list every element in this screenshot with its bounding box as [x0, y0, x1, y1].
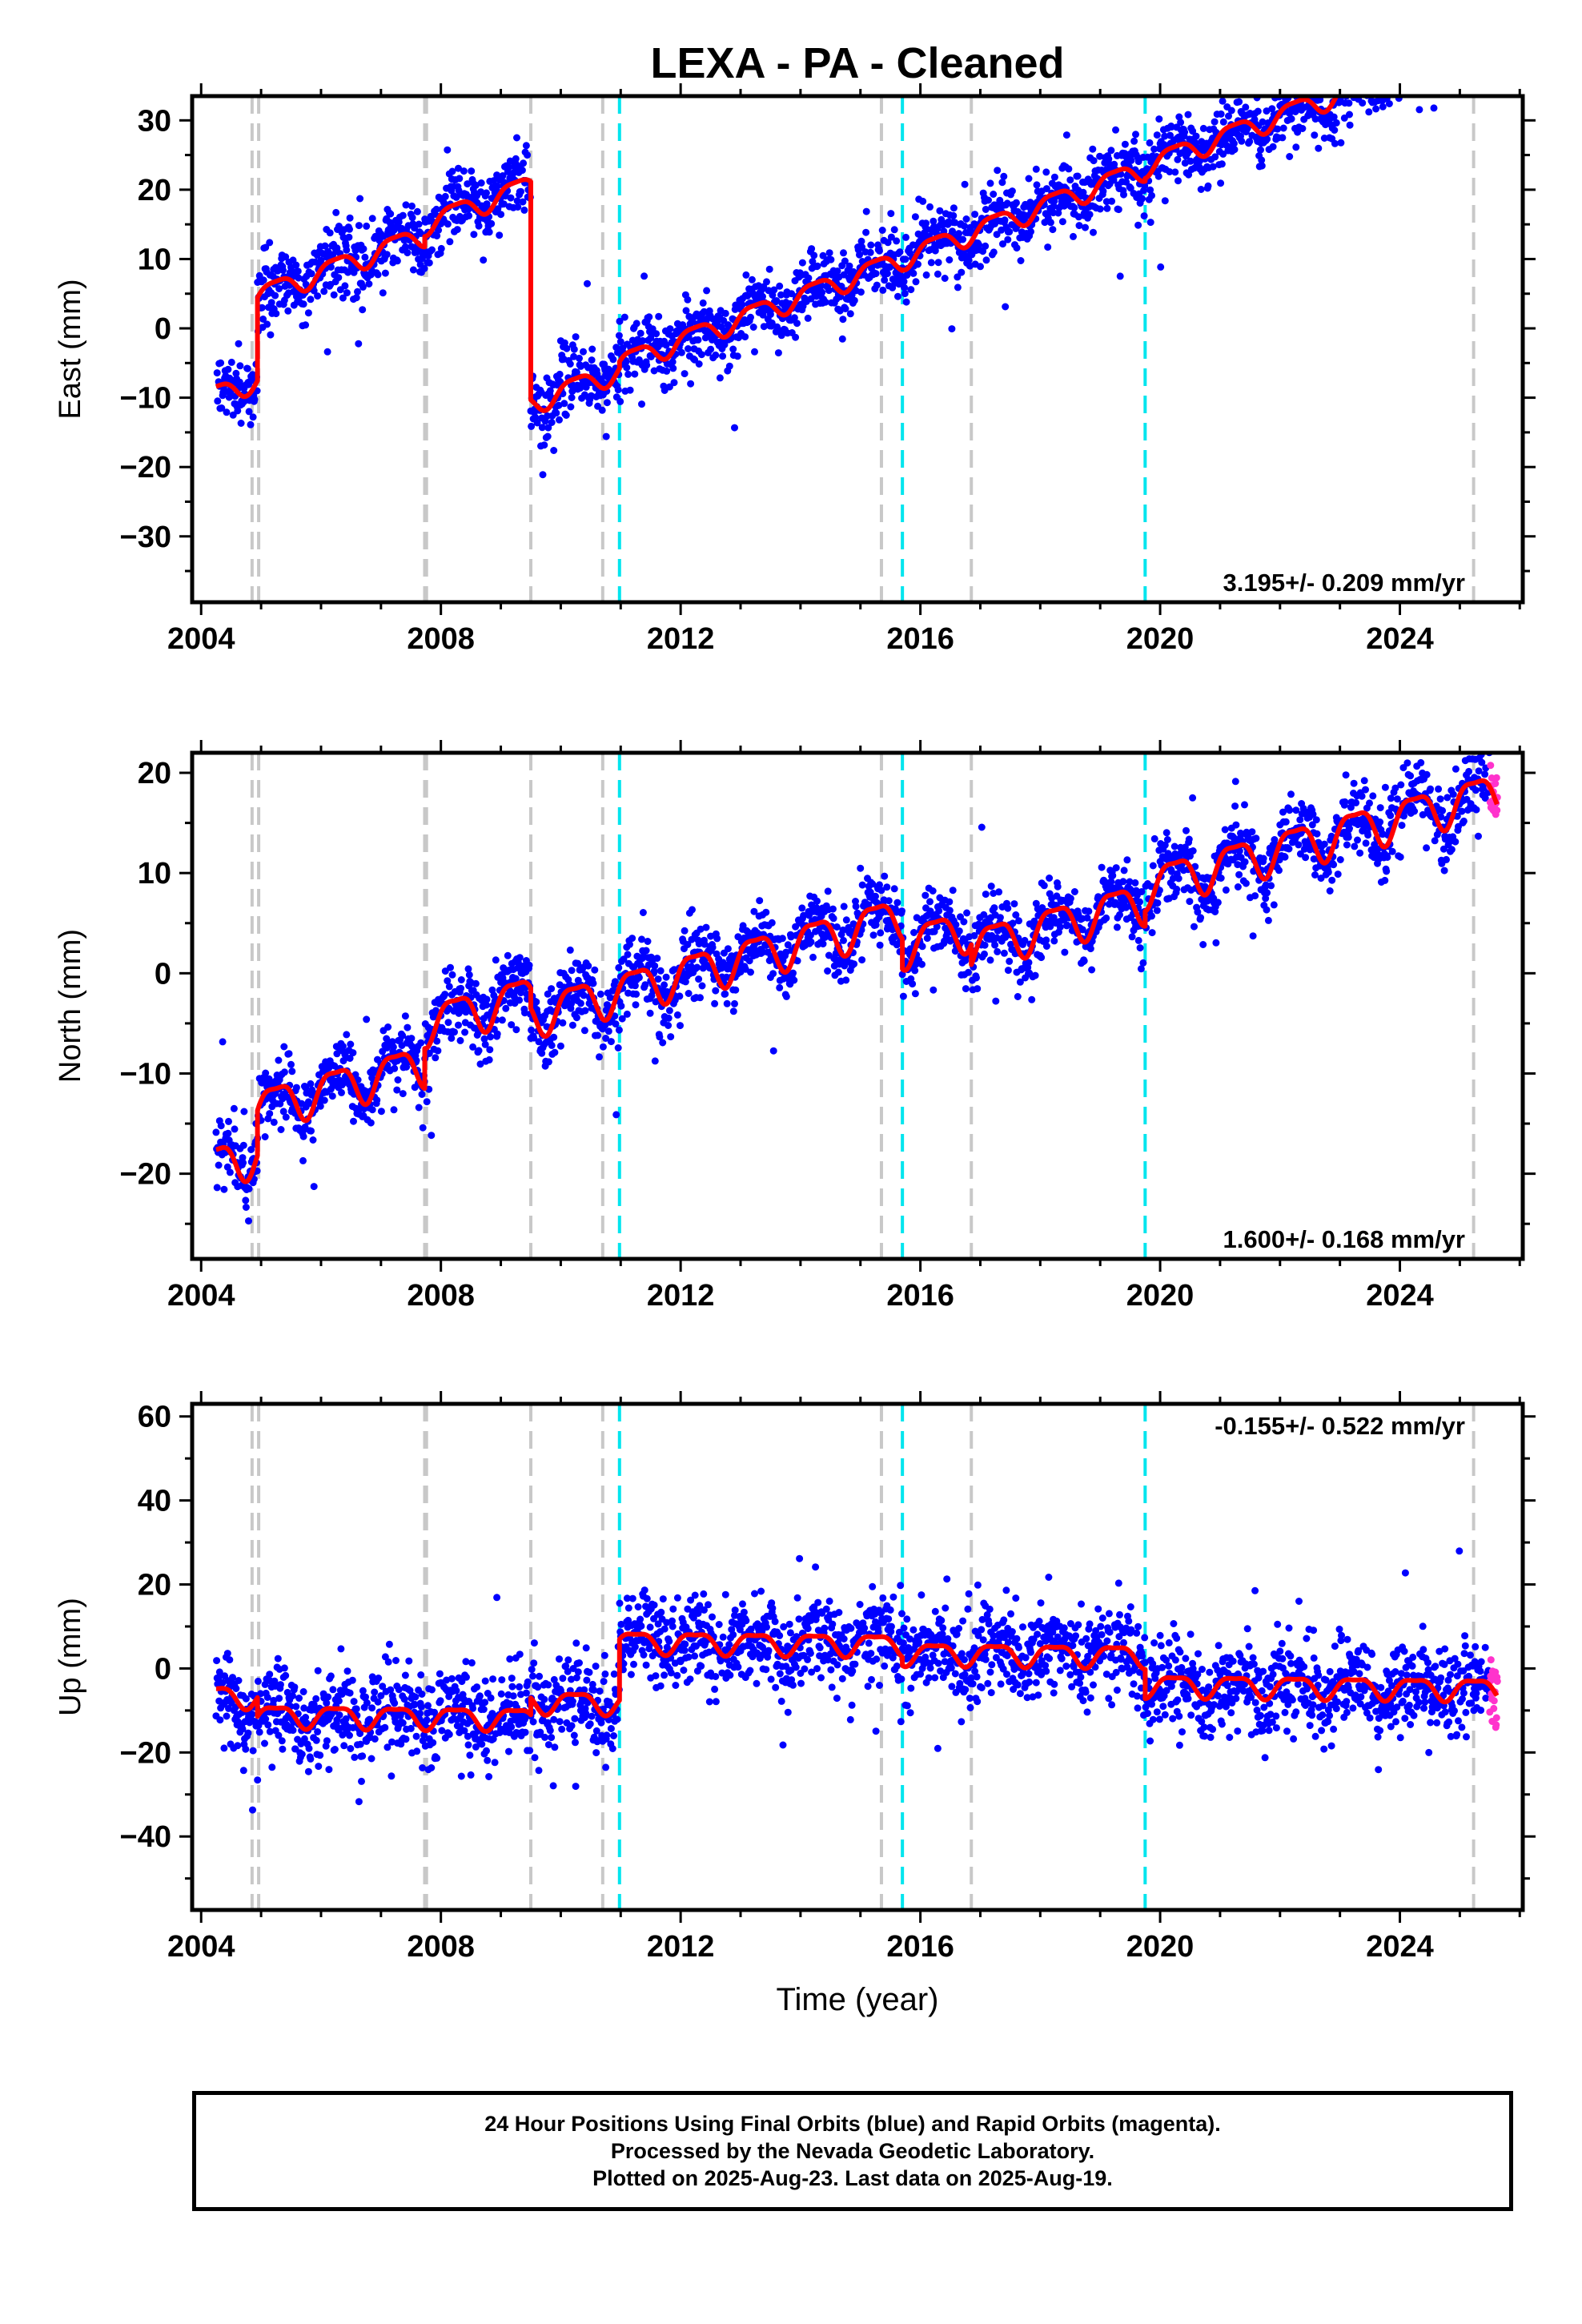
y-tick-label: −20: [120, 451, 171, 485]
y-tick-label: 40: [138, 1485, 171, 1518]
plot-frame: [190, 1401, 1525, 1912]
model-fit-line: [214, 778, 1500, 1184]
y-tick-label: 20: [138, 757, 171, 790]
plot-frame: [190, 94, 1525, 605]
x-tick-label: 2004: [167, 1930, 235, 1964]
final-orbit-points: [213, 96, 1438, 479]
rapid-orbit-points: [1486, 0, 1501, 69]
y-axis-label: Up (mm): [54, 1598, 87, 1716]
plot-area: [212, 753, 1501, 1259]
x-tick-label: 2008: [407, 622, 475, 656]
x-tick-label: 2012: [647, 1930, 715, 1964]
footer-line-2: Processed by the Nevada Geodetic Laborat…: [610, 2139, 1095, 2163]
footer-line-3: Plotted on 2025-Aug-23. Last data on 202…: [592, 2166, 1113, 2190]
up-panel: 2004 2008 2012 2016 2020 2024 −40 −20 0 20 40 60 Up …: [54, 1391, 1536, 2017]
x-tick-label: 2020: [1126, 1279, 1195, 1313]
x-tick-label: 2024: [1366, 622, 1434, 656]
x-tick-label: 2012: [647, 1279, 715, 1313]
y-tick-label: −10: [120, 1057, 171, 1091]
y-tick-label: −20: [120, 1736, 171, 1770]
y-tick-label: 60: [138, 1401, 171, 1434]
y-tick-label: 0: [155, 312, 171, 346]
y-tick-label: 10: [138, 857, 171, 891]
info-box: 24 Hour Positions Using Final Orbits (bl…: [192, 2091, 1513, 2211]
model-fit-line: [214, 96, 1339, 413]
y-tick-label: 20: [138, 174, 171, 207]
chart-title: LEXA - PA - Cleaned: [650, 39, 1064, 87]
x-tick-label: 2020: [1126, 1930, 1195, 1964]
rate-annotation: 1.600+/- 0.168 mm/yr: [1223, 1225, 1465, 1253]
north-panel: 2004 2008 2012 2016 2020 2024 −20 −10 0 10 20 North…: [54, 740, 1536, 1313]
x-tick-label: 2024: [1366, 1279, 1434, 1313]
x-tick-label: 2016: [886, 622, 954, 656]
y-tick-label: 0: [155, 957, 171, 991]
y-tick-label: −30: [120, 521, 171, 554]
x-tick-label: 2016: [886, 1279, 954, 1313]
x-axis-label: Time (year): [777, 1982, 939, 2017]
plot-area: [212, 1404, 1501, 1910]
x-tick-label: 2012: [647, 622, 715, 656]
x-tick-label: 2008: [407, 1930, 475, 1964]
y-tick-label: 20: [138, 1569, 171, 1602]
x-tick-label: 2020: [1126, 622, 1195, 656]
x-tick-label: 2004: [167, 1279, 235, 1313]
final-orbit-points: [212, 753, 1493, 1225]
y-axis-label: East (mm): [54, 279, 87, 419]
x-tick-label: 2024: [1366, 1930, 1434, 1964]
x-tick-label: 2016: [886, 1930, 954, 1964]
rate-annotation: 3.195+/- 0.209 mm/yr: [1223, 569, 1465, 597]
plot-area: [213, 0, 1501, 602]
plot-frame: [190, 750, 1525, 1261]
y-tick-label: 10: [138, 243, 171, 276]
x-tick-label: 2004: [167, 622, 235, 656]
y-tick-label: 30: [138, 104, 171, 138]
rate-annotation: -0.155+/- 0.522 mm/yr: [1215, 1412, 1465, 1440]
y-tick-label: 0: [155, 1652, 171, 1686]
y-axis-label: North (mm): [54, 929, 87, 1083]
east-panel: 2004 2008 2012 2016 2020 2024 −30 −20 −10 0 10 20 30…: [54, 0, 1536, 656]
y-tick-label: −10: [120, 382, 171, 416]
y-tick-label: −20: [120, 1158, 171, 1192]
x-tick-label: 2008: [407, 1279, 475, 1313]
footer-line-1: 24 Hour Positions Using Final Orbits (bl…: [484, 2112, 1221, 2136]
y-tick-label: −40: [120, 1820, 171, 1854]
model-fit-line: [214, 1631, 1500, 1735]
